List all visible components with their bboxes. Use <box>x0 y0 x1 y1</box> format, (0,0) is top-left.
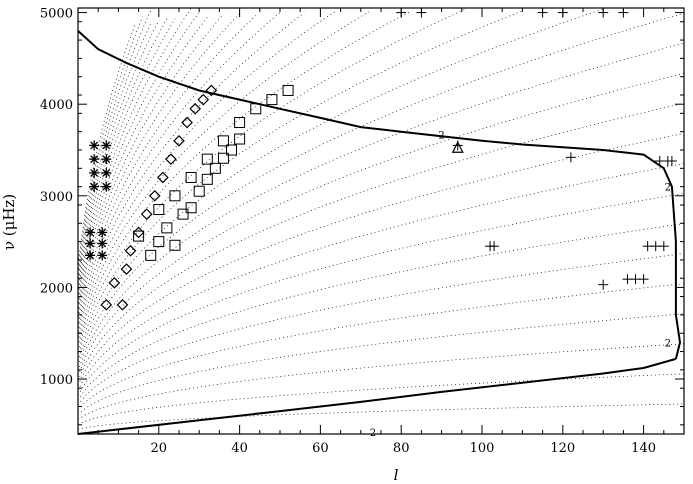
square-marker <box>217 152 229 164</box>
square-marker <box>169 190 181 202</box>
plus-marker <box>489 241 500 252</box>
asterisk-marker <box>89 181 100 192</box>
ridge-line <box>77 373 685 425</box>
x-tick-label: 40 <box>231 441 248 456</box>
plus-marker <box>658 241 669 252</box>
square-marker <box>153 204 165 216</box>
asterisk-marker <box>89 167 100 178</box>
triangle-marker <box>451 140 464 153</box>
axes-layer: 20 40 60 80 100 120 140 1000 2000 3000 4000 5000 <box>40 7 685 456</box>
diamond-marker <box>132 226 145 239</box>
square-marker <box>161 222 173 234</box>
y-tick-label: 5000 <box>40 7 73 22</box>
markers-layer <box>85 7 677 311</box>
square-marker <box>266 94 278 106</box>
asterisk-marker <box>85 238 96 249</box>
ridge-line <box>77 10 152 274</box>
x-axis-label: l <box>394 466 399 484</box>
square-marker <box>185 202 197 214</box>
square-marker <box>234 117 246 129</box>
y-axis-label: ν (μHz) <box>0 194 18 250</box>
ridge-line <box>77 13 224 313</box>
square-marker <box>282 84 294 96</box>
y-tick-label: 1000 <box>40 373 73 388</box>
diamond-marker <box>156 171 169 184</box>
x-tick-label: 100 <box>470 441 495 456</box>
contour-line <box>77 30 682 360</box>
asterisk-marker <box>101 154 112 165</box>
square-marker <box>177 208 189 220</box>
ridge-line <box>77 72 685 376</box>
diamond-marker <box>100 298 113 311</box>
asterisk-marker <box>101 181 112 192</box>
square-marker <box>209 162 221 174</box>
square-marker <box>169 239 181 251</box>
asterisk-marker <box>89 154 100 165</box>
contour-label: 2 <box>665 338 671 349</box>
ridge-line <box>77 12 305 332</box>
ridge-line <box>77 18 168 288</box>
ridge-line <box>77 25 135 264</box>
square-marker <box>201 173 213 185</box>
diamond-marker <box>140 208 153 220</box>
x-tick-label: 120 <box>550 441 575 456</box>
diamond-marker <box>148 189 161 202</box>
x-tick-label: 140 <box>631 441 656 456</box>
square-marker <box>145 249 157 261</box>
asterisk-marker <box>97 227 108 238</box>
diamond-marker <box>181 116 193 129</box>
x-tick-label: 80 <box>393 441 410 456</box>
y-tick-label: 3000 <box>40 190 73 205</box>
ridge-line <box>77 313 685 415</box>
asterisk-marker <box>85 250 96 261</box>
ridge-line <box>77 13 240 318</box>
ridge-line <box>77 10 523 357</box>
diamond-marker <box>197 93 210 106</box>
square-marker <box>234 133 246 145</box>
asterisk-marker <box>101 167 112 178</box>
square-marker <box>133 230 145 242</box>
ridge-line <box>77 42 685 371</box>
diamond-marker <box>205 84 218 97</box>
diamond-marker <box>124 244 137 257</box>
square-marker <box>185 171 197 183</box>
plus-marker <box>598 279 609 290</box>
diamond-marker <box>108 276 121 289</box>
y-tick-label: 4000 <box>40 98 73 113</box>
contour-label: 2 <box>438 130 444 141</box>
asterisk-marker <box>97 238 108 249</box>
plus-marker <box>638 274 649 285</box>
ridge-line <box>77 193 685 396</box>
diamond-marker <box>116 298 129 311</box>
square-marker <box>201 153 213 165</box>
x-tick-label: 60 <box>312 441 329 456</box>
y-tick-label: 2000 <box>40 281 73 296</box>
square-marker <box>193 185 205 197</box>
ridge-line <box>77 133 685 386</box>
square-marker <box>153 236 165 248</box>
square-marker <box>250 103 262 115</box>
asterisk-marker <box>89 140 100 151</box>
ridge-line <box>77 12 281 327</box>
contour-label: 2 <box>665 183 671 194</box>
asterisk-marker <box>85 227 96 238</box>
ridge-dots-layer <box>77 8 685 430</box>
diamond-marker <box>120 263 133 275</box>
x-tick-label: 20 <box>151 441 168 456</box>
asterisk-marker <box>101 140 112 151</box>
diamond-marker <box>165 153 177 166</box>
ridge-line <box>77 102 685 381</box>
square-marker <box>217 135 229 147</box>
diamond-marker <box>189 102 202 115</box>
ridge-line <box>77 18 176 293</box>
diamond-marker <box>173 134 185 147</box>
plus-marker <box>565 152 576 163</box>
square-marker <box>226 144 238 156</box>
contour-line <box>77 357 677 435</box>
ridge-line <box>77 11 200 303</box>
plus-marker <box>666 155 677 166</box>
asterisk-marker <box>97 250 108 261</box>
